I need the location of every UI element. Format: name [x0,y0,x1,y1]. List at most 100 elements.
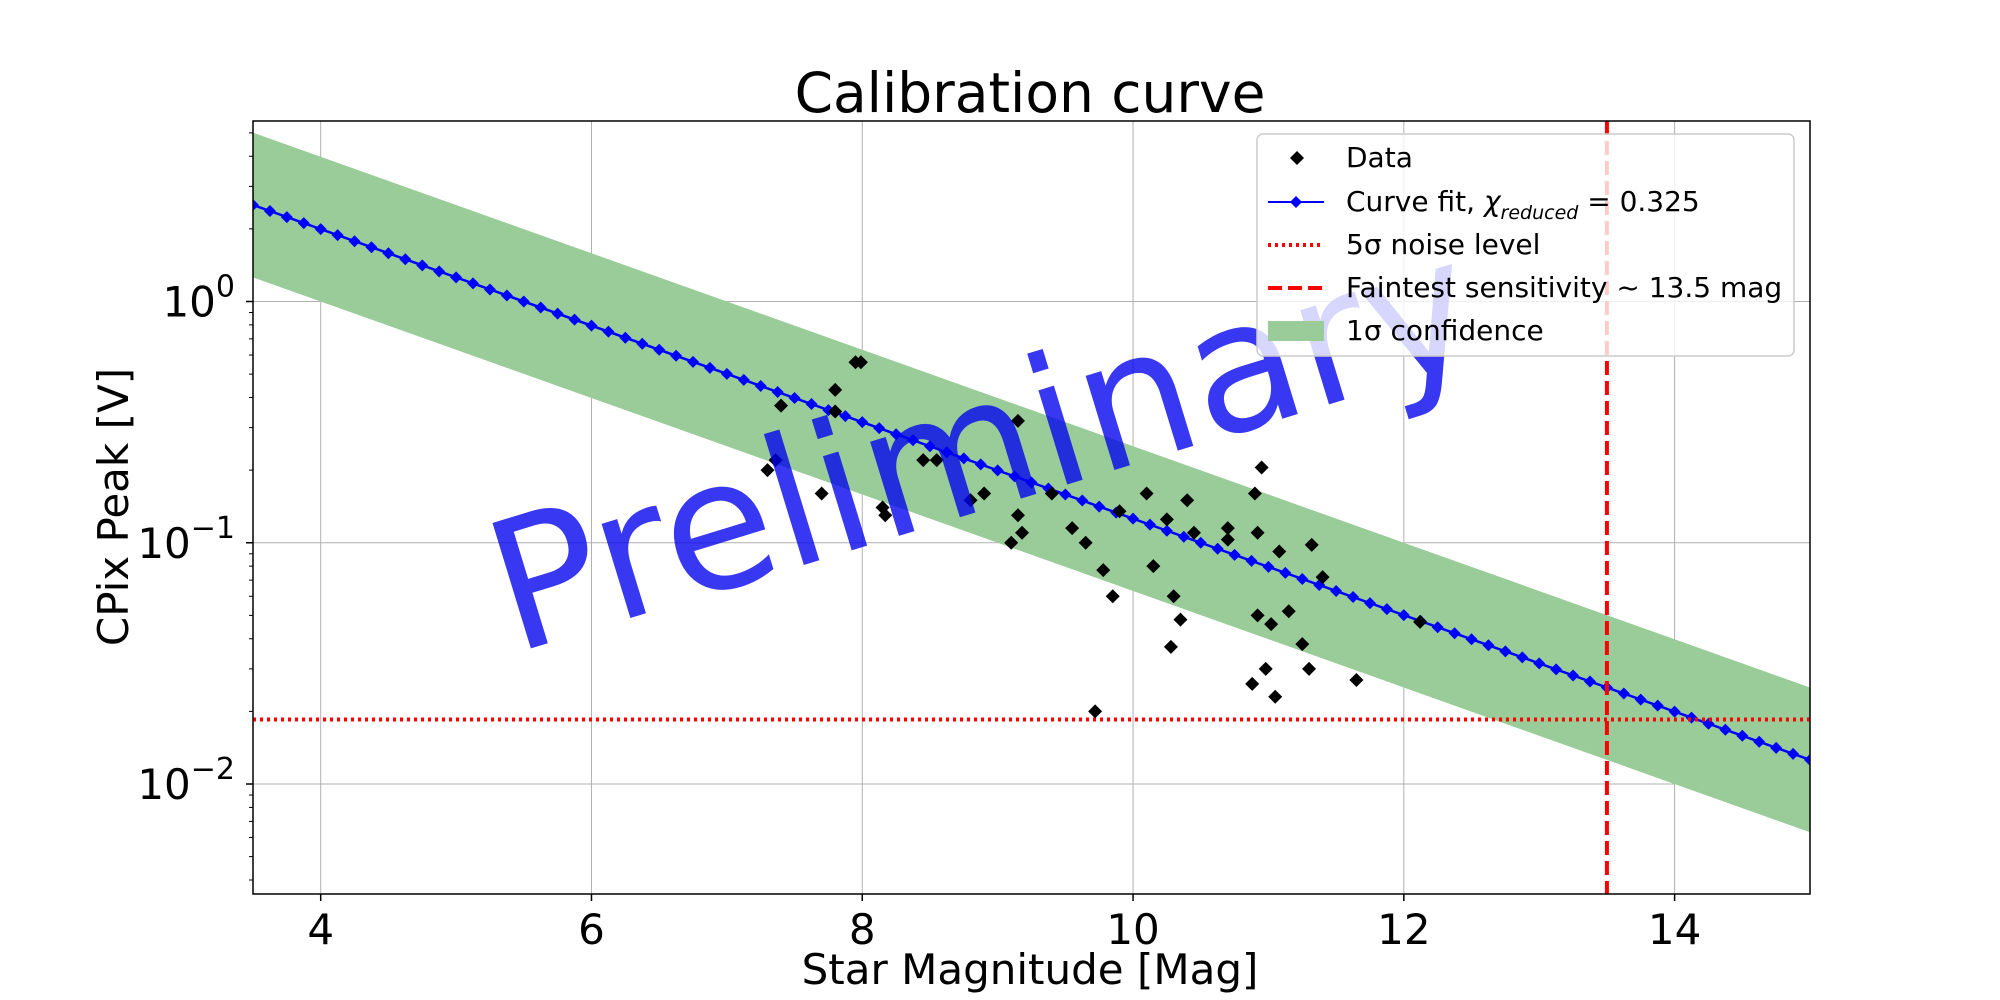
legend-conf-label: 1σ confidence [1346,314,1544,347]
fit-marker [399,253,412,266]
fit-marker [1127,512,1140,525]
data-point [1112,504,1127,519]
fit-marker [1160,524,1173,537]
fit-marker [1143,518,1156,531]
data-point [774,398,789,413]
legend-data-label: Data [1346,141,1413,174]
fit-marker [253,199,259,212]
legend: Data Curve fit, χreduced = 0.325 5σ nois… [1256,133,1795,357]
data-point [1413,614,1428,629]
fit-marker [467,277,480,290]
y-ticks: 100 10−1 10−2 [137,132,253,881]
fit-marker [1787,747,1800,760]
fit-marker [1093,500,1106,513]
fit-marker [636,337,649,350]
fit-marker [720,367,733,380]
fit-marker [1567,669,1580,682]
data-point [1015,525,1030,540]
legend-fit-label: Curve fit, χreduced = 0.325 [1346,185,1700,224]
fit-marker [297,217,310,230]
fit-marker [314,223,327,236]
x-tick-label: 8 [849,905,876,954]
data-point [1254,460,1269,475]
fit-marker [1499,645,1512,658]
data-point [1044,486,1059,501]
fit-marker [534,301,547,314]
data-point [1315,570,1330,585]
data-point [1088,704,1103,719]
fit-marker [1550,663,1563,676]
fit-marker [907,434,920,447]
data-point [878,508,893,523]
data-point [1105,589,1120,604]
fit-marker [1431,621,1444,634]
data-point [1302,661,1317,676]
x-tick-label: 12 [1377,905,1430,954]
data-point [977,486,992,501]
legend-noise-label: 5σ noise level [1346,228,1540,261]
fit-marker [1076,494,1089,507]
fit-marker [957,452,970,465]
fit-marker [382,247,395,260]
data-point [1146,559,1161,574]
data-point [1220,521,1235,536]
fit-marker [1397,609,1410,622]
data-point [1250,608,1265,623]
fit-marker [991,464,1004,477]
data-point [760,463,775,478]
data-point [1159,512,1174,527]
data-point [1010,413,1025,428]
fit-marker [1617,687,1630,700]
y-axis-label: CPix Peak [V] [89,368,138,646]
legend-fit-marker [1290,196,1302,208]
x-ticks: 4 6 8 10 12 14 [307,894,1701,954]
fit-marker [1059,488,1072,501]
fit-marker [500,289,513,302]
fit-marker [1770,741,1783,754]
fit-marker [1211,542,1224,555]
y-tick-label: 10−1 [137,511,235,568]
fit-marker [856,416,869,429]
fit-marker [737,373,750,386]
data-point [963,493,978,508]
data-point [1247,486,1262,501]
fit-marker [1516,651,1529,664]
data-point [853,355,868,370]
fit-marker [1804,753,1810,766]
data-point [1004,535,1019,550]
data-point [1139,486,1154,501]
fit-marker [1008,470,1021,483]
data-point [814,486,829,501]
fit-marker [483,283,496,296]
data-point [1220,532,1235,547]
fit-marker [331,229,344,242]
data-point [916,453,931,468]
fit-marker [551,307,564,320]
legend-data-marker [1290,151,1304,165]
data-point [1166,589,1181,604]
data-point [1180,493,1195,508]
fit-marker [348,235,361,248]
fit-marker [890,428,903,441]
fit-marker [1025,476,1038,489]
fit-marker [653,343,666,356]
fit-marker [365,241,378,254]
data-point [1349,672,1364,687]
fit-marker [450,271,463,284]
data-point [828,404,843,419]
fit-marker [839,410,852,423]
fit-marker [754,379,767,392]
fit-marker [1465,633,1478,646]
data-point [1096,563,1111,578]
fit-marker [416,259,429,272]
y-tick-label: 10−2 [137,752,235,809]
fit-marker [923,440,936,453]
plot-frame [252,120,1811,895]
fit-marker [1279,566,1292,579]
fit-marker [1668,705,1681,718]
data-point [1250,525,1265,540]
fit-marker [805,398,818,411]
fit-marker [873,422,886,435]
data-point [929,453,944,468]
fit-marker [703,361,716,374]
